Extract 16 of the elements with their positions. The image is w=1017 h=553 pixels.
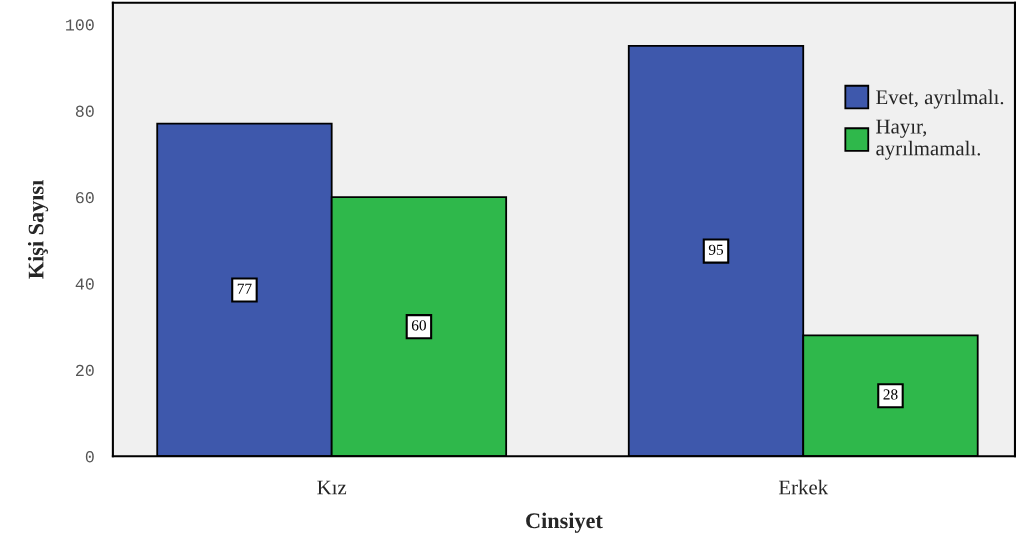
y-tick-label: 60: [76, 192, 94, 204]
data-label: 60: [411, 320, 426, 331]
y-tick-label: 80: [75, 105, 94, 117]
data-label: 95: [708, 244, 724, 255]
data-label: 28: [883, 389, 898, 400]
data-label: 77: [237, 283, 252, 294]
y-tick-label: 0: [85, 451, 94, 463]
legend-label: Evet, ayrılmalı.: [876, 89, 1004, 109]
x-tick-label: Erkek: [778, 479, 829, 495]
y-tick-label: 40: [75, 278, 94, 290]
legend-label: Hayır, ayrılmamalı.: [876, 119, 981, 160]
x-axis-title: Cinsiyet: [526, 512, 603, 533]
y-axis-title: Kişi Sayısı: [27, 180, 49, 279]
y-tick-label: 20: [76, 364, 94, 377]
x-tick-label: Kız: [317, 480, 347, 495]
y-tick-label: 100: [66, 19, 94, 31]
